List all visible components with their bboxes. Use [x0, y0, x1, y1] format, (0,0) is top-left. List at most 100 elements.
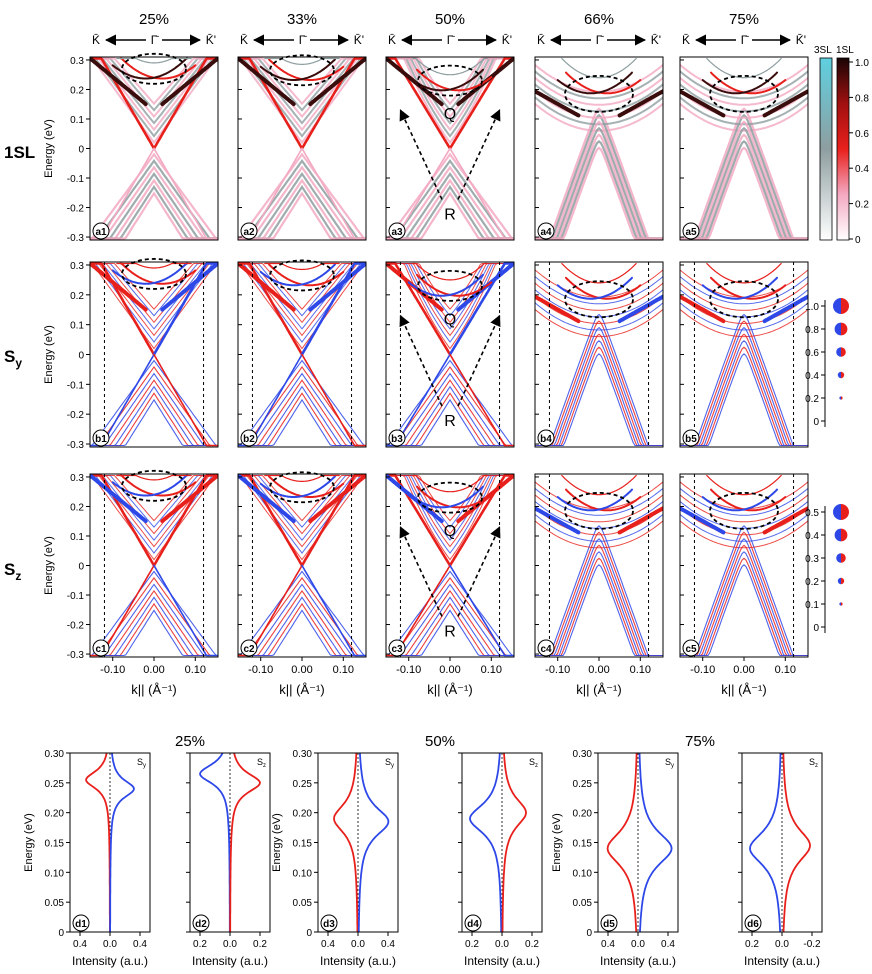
dirac-branch	[386, 57, 452, 150]
colorbar-3sl	[819, 57, 833, 241]
panel-letter: b4	[540, 434, 552, 445]
conduction-band	[680, 500, 808, 529]
y-tick-label: -0.3	[67, 440, 85, 451]
valence-band	[238, 191, 366, 240]
percent-label-4: 66%	[584, 11, 614, 28]
valence-band	[386, 359, 514, 447]
y-axis-label: Energy (eV)	[271, 813, 283, 872]
y-tick-label: 0.15	[45, 839, 65, 850]
q-ellipse	[564, 74, 634, 113]
q-ellipse	[269, 259, 335, 292]
x-tick-label: 0.2	[745, 939, 759, 950]
y-tick-label: 0.20	[293, 809, 313, 820]
panel-letter-circle	[320, 914, 338, 932]
conduction-band	[535, 487, 663, 516]
colorbar-tick-label: 1.0	[855, 58, 869, 69]
x-tick-label: -0.2	[803, 939, 821, 950]
valence-band	[90, 165, 218, 240]
panel-letter-circle	[464, 914, 482, 932]
rashba-band	[706, 474, 782, 496]
component-label: Sz	[809, 757, 818, 769]
x-tick-label: 0.00	[439, 664, 460, 676]
size-legend-dot-blue	[837, 577, 841, 585]
valence-band	[238, 359, 366, 447]
surface-state	[617, 88, 663, 118]
valence-band	[680, 313, 808, 447]
panel-content	[90, 474, 218, 657]
panel-letter: d5	[603, 919, 615, 930]
surface-state	[238, 57, 296, 107]
size-legend-dot-red	[841, 504, 849, 520]
size-legend-dot-blue	[839, 396, 841, 400]
panel-letter-circle	[744, 914, 762, 932]
panel-letter: a4	[540, 227, 552, 238]
y-tick-label: 0.20	[573, 809, 593, 820]
panel-letter-circle	[388, 639, 406, 657]
conduction-band	[680, 89, 808, 119]
valence-band	[238, 379, 366, 447]
rashba-band	[259, 475, 336, 498]
panel-content	[680, 57, 808, 240]
percent-label-3: 50%	[435, 11, 465, 28]
conduction-band	[386, 475, 514, 561]
k-right-label: K̄'	[354, 33, 364, 47]
conduction-band	[90, 57, 218, 138]
size-legend-dot-blue	[834, 322, 841, 336]
panel-letter-circle	[682, 222, 700, 240]
y-axis-label: Energy (eV)	[43, 325, 55, 384]
panel-letter-circle	[92, 639, 110, 657]
dirac-branch	[90, 474, 156, 567]
valence-band	[680, 340, 808, 447]
valence-band	[535, 146, 663, 240]
size-legend-dot-blue	[833, 504, 841, 520]
rashba-band	[268, 475, 345, 498]
panel-letter: a1	[95, 227, 107, 238]
y-tick-label: 0	[306, 928, 312, 939]
panel-letter: c1	[95, 644, 107, 655]
dirac-branch	[300, 57, 366, 150]
rashba-band	[407, 485, 484, 509]
panel-content	[238, 474, 366, 657]
y-tick-label: 0.2	[70, 291, 84, 302]
panel-letter-circle	[682, 429, 700, 447]
rashba-band	[259, 58, 336, 81]
valence-band	[238, 583, 366, 657]
panel-c5: c5 -0.10 0.00 0.10 k|| (Å⁻¹)	[679, 473, 809, 697]
x-tick-label: 0.4	[73, 939, 87, 950]
y-tick-label: 0.05	[45, 898, 65, 909]
panel-a3: Q Ra3	[385, 56, 515, 241]
component-label: Sy	[665, 757, 674, 769]
panel-d6: Sz d6 0.2 0.0 -0.2 Intensity (a.u.)	[738, 752, 823, 968]
r-label: R	[444, 623, 456, 640]
rashba-band	[706, 263, 782, 284]
panel-b4: b4	[534, 261, 664, 448]
x-tick-label: -0.10	[100, 664, 125, 676]
rashba-band	[407, 273, 484, 297]
surface-state	[617, 294, 663, 324]
dirac-branch	[449, 353, 514, 447]
y-tick-label: 0.2	[70, 502, 84, 513]
size-legend-dot-blue	[833, 298, 841, 314]
panel-c2: c2 -0.10 0.00 0.10 k|| (Å⁻¹)	[237, 471, 367, 697]
panel-content	[535, 57, 663, 240]
rashba-band	[561, 263, 637, 284]
valence-band	[680, 538, 808, 657]
dirac-branch	[448, 474, 514, 567]
panel-d1: Sy d1 0.4 0.0 0.4 Intensity (a.u.) 0.30 0.25 0.2…	[23, 749, 151, 968]
size-legend-label: 0.2	[805, 394, 819, 405]
x-tick-label: 0.10	[775, 664, 796, 676]
conduction-band	[90, 475, 218, 541]
panel-content	[238, 262, 366, 447]
row-label-2: Sy	[4, 347, 22, 370]
panel-a5: a5	[679, 56, 809, 241]
conduction-band	[90, 475, 218, 554]
surface-state	[238, 262, 296, 312]
component-subscript: y	[143, 763, 146, 769]
panel-b5: b5	[679, 261, 809, 448]
surface-state	[535, 505, 581, 535]
y-tick-label: 0.15	[293, 839, 313, 850]
rashba-band	[556, 488, 633, 512]
valence-band	[535, 346, 663, 447]
valence-band	[535, 133, 663, 240]
